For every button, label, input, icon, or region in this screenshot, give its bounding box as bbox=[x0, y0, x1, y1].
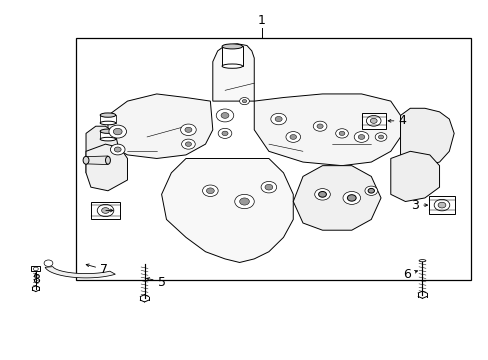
Circle shape bbox=[366, 116, 380, 126]
Text: 2: 2 bbox=[93, 204, 101, 217]
Circle shape bbox=[33, 267, 38, 271]
Circle shape bbox=[289, 135, 296, 139]
Polygon shape bbox=[108, 94, 212, 158]
Ellipse shape bbox=[83, 156, 89, 164]
Circle shape bbox=[181, 139, 195, 149]
Polygon shape bbox=[45, 267, 115, 278]
Polygon shape bbox=[86, 156, 108, 165]
Polygon shape bbox=[427, 197, 454, 214]
Circle shape bbox=[318, 192, 326, 197]
Text: 7: 7 bbox=[100, 263, 108, 276]
Ellipse shape bbox=[100, 129, 116, 134]
Circle shape bbox=[234, 194, 254, 209]
Circle shape bbox=[180, 124, 196, 135]
Circle shape bbox=[239, 98, 249, 105]
Circle shape bbox=[44, 260, 53, 266]
Circle shape bbox=[313, 121, 326, 131]
Circle shape bbox=[97, 204, 114, 217]
Circle shape bbox=[346, 195, 355, 201]
Circle shape bbox=[342, 192, 360, 204]
Polygon shape bbox=[361, 113, 385, 129]
Circle shape bbox=[339, 131, 344, 135]
Polygon shape bbox=[91, 202, 120, 220]
Circle shape bbox=[114, 147, 121, 152]
Circle shape bbox=[218, 129, 231, 138]
Circle shape bbox=[221, 113, 228, 118]
Polygon shape bbox=[400, 108, 453, 166]
Ellipse shape bbox=[105, 156, 110, 164]
Polygon shape bbox=[212, 44, 254, 101]
Circle shape bbox=[270, 113, 286, 125]
Circle shape bbox=[206, 188, 214, 194]
Polygon shape bbox=[161, 158, 293, 262]
Circle shape bbox=[275, 116, 282, 122]
Text: 3: 3 bbox=[410, 199, 418, 212]
Circle shape bbox=[202, 185, 218, 197]
Circle shape bbox=[184, 127, 192, 132]
Circle shape bbox=[316, 124, 323, 129]
Bar bbox=[76, 39, 470, 280]
Circle shape bbox=[216, 109, 233, 122]
Bar bbox=[31, 266, 40, 271]
Text: 8: 8 bbox=[32, 273, 40, 286]
Bar bbox=[100, 115, 116, 123]
Circle shape bbox=[264, 184, 272, 190]
Circle shape bbox=[261, 181, 276, 193]
Circle shape bbox=[374, 133, 386, 141]
Circle shape bbox=[335, 129, 347, 138]
Ellipse shape bbox=[222, 64, 242, 68]
Polygon shape bbox=[254, 94, 400, 166]
Circle shape bbox=[314, 189, 330, 200]
Circle shape bbox=[239, 198, 249, 205]
Circle shape bbox=[113, 129, 122, 135]
Circle shape bbox=[378, 135, 383, 139]
Polygon shape bbox=[293, 166, 380, 230]
Text: 4: 4 bbox=[398, 114, 406, 127]
Circle shape bbox=[110, 144, 125, 155]
Text: 5: 5 bbox=[157, 276, 165, 289]
Circle shape bbox=[369, 118, 376, 123]
Ellipse shape bbox=[418, 260, 425, 262]
Circle shape bbox=[102, 208, 109, 213]
Circle shape bbox=[242, 99, 246, 103]
Ellipse shape bbox=[100, 121, 116, 125]
Circle shape bbox=[437, 202, 445, 208]
Circle shape bbox=[222, 131, 227, 136]
Circle shape bbox=[358, 135, 364, 139]
Circle shape bbox=[353, 132, 368, 142]
Polygon shape bbox=[86, 144, 127, 191]
Circle shape bbox=[285, 132, 300, 142]
Ellipse shape bbox=[100, 137, 116, 141]
Ellipse shape bbox=[222, 44, 242, 49]
Circle shape bbox=[185, 142, 191, 147]
Circle shape bbox=[367, 188, 374, 193]
Bar bbox=[222, 46, 242, 66]
Circle shape bbox=[364, 186, 377, 195]
Ellipse shape bbox=[100, 113, 116, 117]
Circle shape bbox=[109, 125, 126, 138]
Polygon shape bbox=[86, 126, 118, 173]
Text: 6: 6 bbox=[402, 268, 410, 281]
Circle shape bbox=[433, 199, 449, 211]
Polygon shape bbox=[390, 151, 439, 202]
Text: 1: 1 bbox=[257, 14, 265, 27]
Bar bbox=[100, 131, 116, 139]
